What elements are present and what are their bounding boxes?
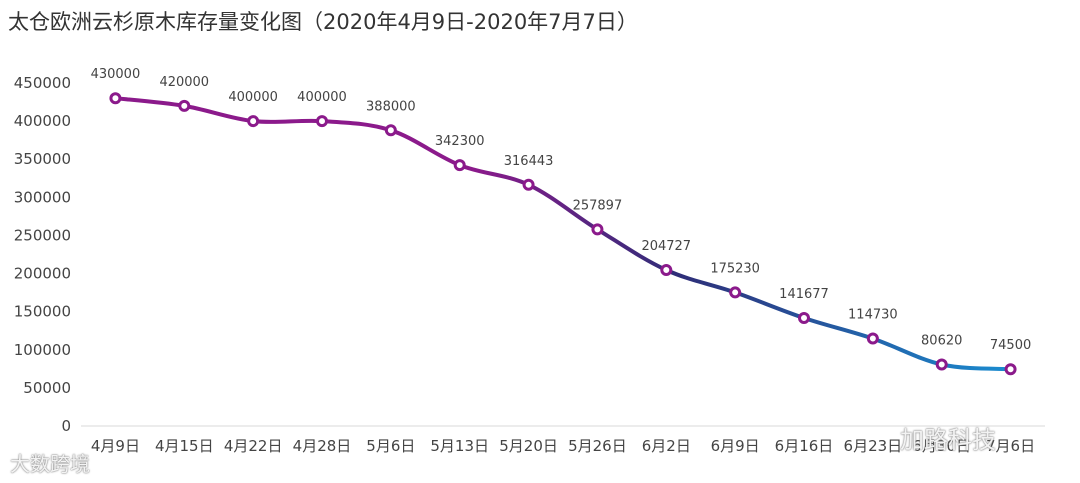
y-tick-label: 400000: [14, 112, 71, 130]
x-tick-label: 6月23日: [844, 437, 903, 455]
data-point: [866, 332, 879, 345]
data-label: 388000: [366, 99, 416, 114]
data-point: [798, 312, 810, 325]
x-tick-label: 5月6日: [366, 437, 415, 455]
x-tick-label: 4月28日: [293, 437, 352, 455]
y-axis: 0 50000 100000 150000 200000 250000 300000 3500…: [14, 74, 71, 435]
data-point: [591, 223, 604, 236]
data-point: [178, 99, 191, 112]
y-tick-label: 0: [61, 417, 71, 435]
data-point: [660, 263, 673, 276]
x-tick-label: 6月2日: [642, 437, 691, 455]
data-point: [1004, 363, 1017, 376]
x-tick-label: 6月16日: [775, 437, 834, 455]
y-tick-label: 150000: [14, 303, 71, 321]
data-point: [522, 178, 535, 191]
y-tick-label: 100000: [14, 341, 71, 359]
data-label: 114730: [848, 308, 898, 323]
data-label: 204727: [641, 239, 691, 254]
markers: [109, 92, 1017, 376]
x-tick-label: 6月30日: [912, 437, 971, 455]
y-tick-label: 350000: [14, 150, 71, 168]
data-labels: 430000 420000 400000 400000 388000 342300 3164…: [91, 67, 1032, 353]
data-point: [247, 115, 260, 128]
chart-title: 太仓欧洲云杉原木库存量变化图（2020年4月9日-2020年7月7日）: [8, 10, 638, 34]
data-label: 316443: [504, 154, 554, 169]
data-point: [109, 92, 122, 105]
x-tick-label: 6月9日: [711, 437, 760, 455]
y-tick-label: 200000: [14, 265, 71, 283]
data-point: [384, 124, 397, 137]
y-tick-label: 450000: [14, 74, 71, 92]
data-label: 74500: [990, 338, 1031, 353]
data-label: 420000: [159, 75, 209, 90]
x-axis: 4月9日 4月15日 4月22日 4月28日 5月6日 5月13日 5月20日 5月26日 6月…: [91, 437, 1035, 455]
data-label: 400000: [297, 90, 347, 105]
series-line: [113, 96, 1013, 372]
data-label: 141677: [779, 287, 829, 302]
data-label: 400000: [228, 90, 278, 105]
data-label: 430000: [91, 67, 141, 82]
data-point: [729, 286, 742, 299]
watermark-left: 大数跨境: [10, 452, 90, 476]
y-tick-label: 250000: [14, 226, 71, 244]
x-tick-label: 4月9日: [91, 437, 140, 455]
data-label: 80620: [921, 334, 962, 349]
data-label: 175230: [710, 261, 760, 276]
data-point: [453, 159, 466, 172]
data-point: [316, 115, 328, 128]
x-tick-label: 7月6日: [986, 437, 1035, 455]
data-point: [935, 358, 948, 371]
x-tick-label: 4月22日: [224, 437, 283, 455]
y-tick-label: 300000: [14, 188, 71, 206]
data-label: 342300: [435, 134, 485, 149]
x-tick-label: 4月15日: [155, 437, 214, 455]
x-tick-label: 5月13日: [430, 437, 489, 455]
x-tick-label: 5月26日: [568, 437, 627, 455]
y-tick-label: 50000: [23, 379, 71, 397]
data-label: 257897: [573, 198, 623, 213]
x-tick-label: 5月20日: [499, 437, 558, 455]
watermark-right: 加路科技: [900, 426, 996, 454]
